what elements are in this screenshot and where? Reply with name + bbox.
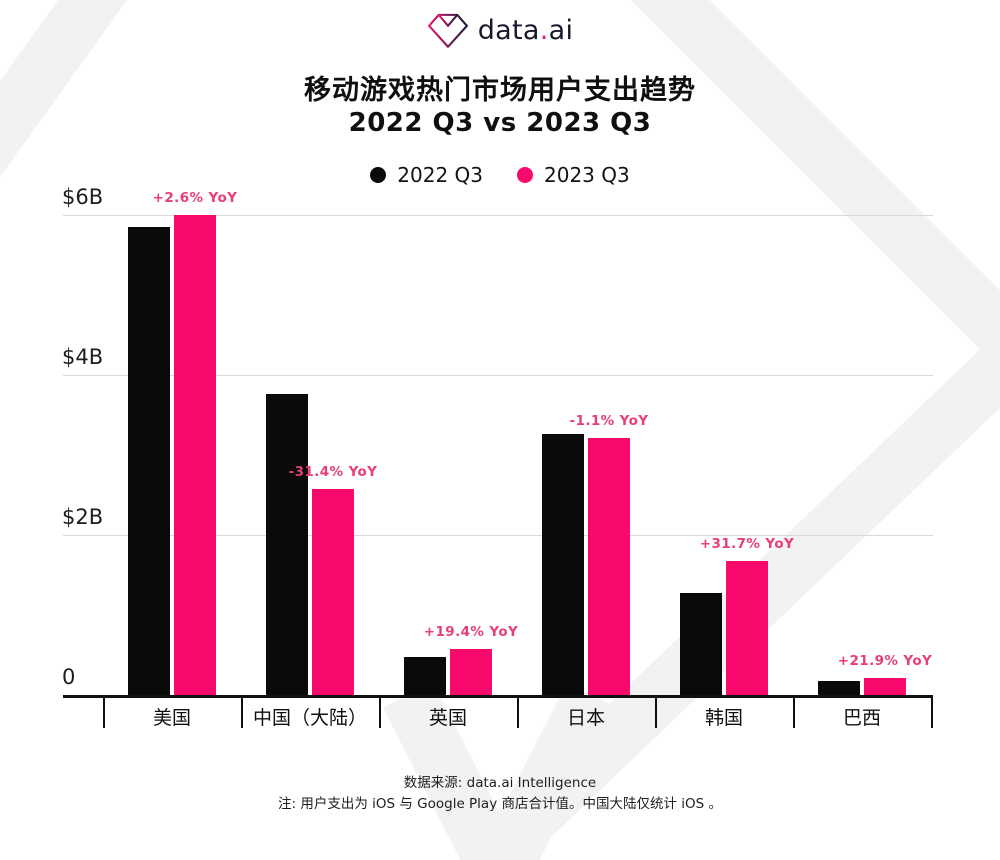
yoy-label-4: +31.7% YoY (699, 535, 795, 552)
gridline-6b (63, 215, 933, 216)
bar-2023q3-4 (726, 560, 768, 695)
brand-post: ai (548, 14, 574, 46)
legend: 2022 Q3 2023 Q3 (0, 160, 1000, 190)
x-axis-tick-5 (793, 695, 795, 728)
x-axis-tick-4 (655, 695, 657, 728)
brand-dot: . (539, 14, 549, 46)
yoy-label-1: -31.4% YoY (288, 463, 378, 480)
data-ai-gem-icon (427, 13, 468, 48)
footnote-text: 注: 用户支出为 iOS 与 Google Play 商店合计值。中国大陆仅统计… (277, 796, 723, 812)
bar-2022q3-2 (404, 656, 446, 695)
category-label-4: 韩国 (704, 707, 743, 729)
data-source-text: 数据来源: data.ai Intelligence (403, 775, 597, 791)
bar-2022q3-3 (542, 434, 584, 695)
x-axis-line (63, 695, 933, 698)
x-axis-tick-6 (931, 695, 933, 728)
bar-2022q3-0 (128, 227, 170, 695)
legend-label-2022q3: 2022 Q3 (397, 163, 483, 187)
yoy-label-5: +21.9% YoY (837, 653, 933, 670)
category-label-2: 英国 (428, 707, 467, 729)
bar-2023q3-3 (588, 438, 630, 695)
bar-2023q3-1 (312, 488, 354, 695)
y-axis-label-2b: $2B (62, 505, 104, 529)
y-axis-label-6b: $6B (62, 185, 104, 209)
x-axis-tick-2 (379, 695, 381, 728)
yoy-label-2: +19.4% YoY (423, 624, 519, 641)
legend-item-2023q3: 2023 Q3 (517, 163, 630, 187)
x-axis-tick-1 (241, 695, 243, 728)
category-label-3: 日本 (566, 707, 605, 729)
brand-wordmark: data.ai (478, 15, 574, 46)
y-axis-label-4b: $4B (62, 345, 104, 369)
x-axis-tick-0 (103, 695, 105, 728)
gridline-2b (63, 535, 933, 536)
yoy-label-0: +2.6% YoY (152, 190, 238, 206)
legend-label-2023q3: 2023 Q3 (544, 163, 630, 187)
legend-item-2022q3: 2022 Q3 (370, 163, 483, 187)
legend-dot-2023q3 (517, 167, 533, 183)
chart-subtitle: 2022 Q3 vs 2023 Q3 (348, 108, 652, 138)
category-label-1: 中国（大陆） (252, 707, 367, 729)
bar-2022q3-4 (680, 592, 722, 695)
brand-pre: data (477, 14, 540, 46)
gridline-4b (63, 375, 933, 376)
x-axis-tick-3 (517, 695, 519, 728)
bar-2022q3-5 (818, 681, 860, 695)
category-label-0: 美国 (152, 707, 191, 729)
bar-2023q3-2 (450, 649, 492, 695)
brand-row: data.ai (0, 6, 1000, 54)
bar-2022q3-1 (266, 394, 308, 695)
chart-title: 移动游戏热门市场用户支出趋势 (304, 75, 696, 106)
legend-dot-2022q3 (370, 167, 387, 183)
bar-2023q3-5 (864, 678, 906, 695)
y-axis-label-0: 0 (62, 665, 76, 689)
yoy-label-3: -1.1% YoY (569, 413, 649, 430)
bar-2023q3-0 (174, 215, 216, 695)
category-label-5: 巴西 (842, 707, 881, 729)
